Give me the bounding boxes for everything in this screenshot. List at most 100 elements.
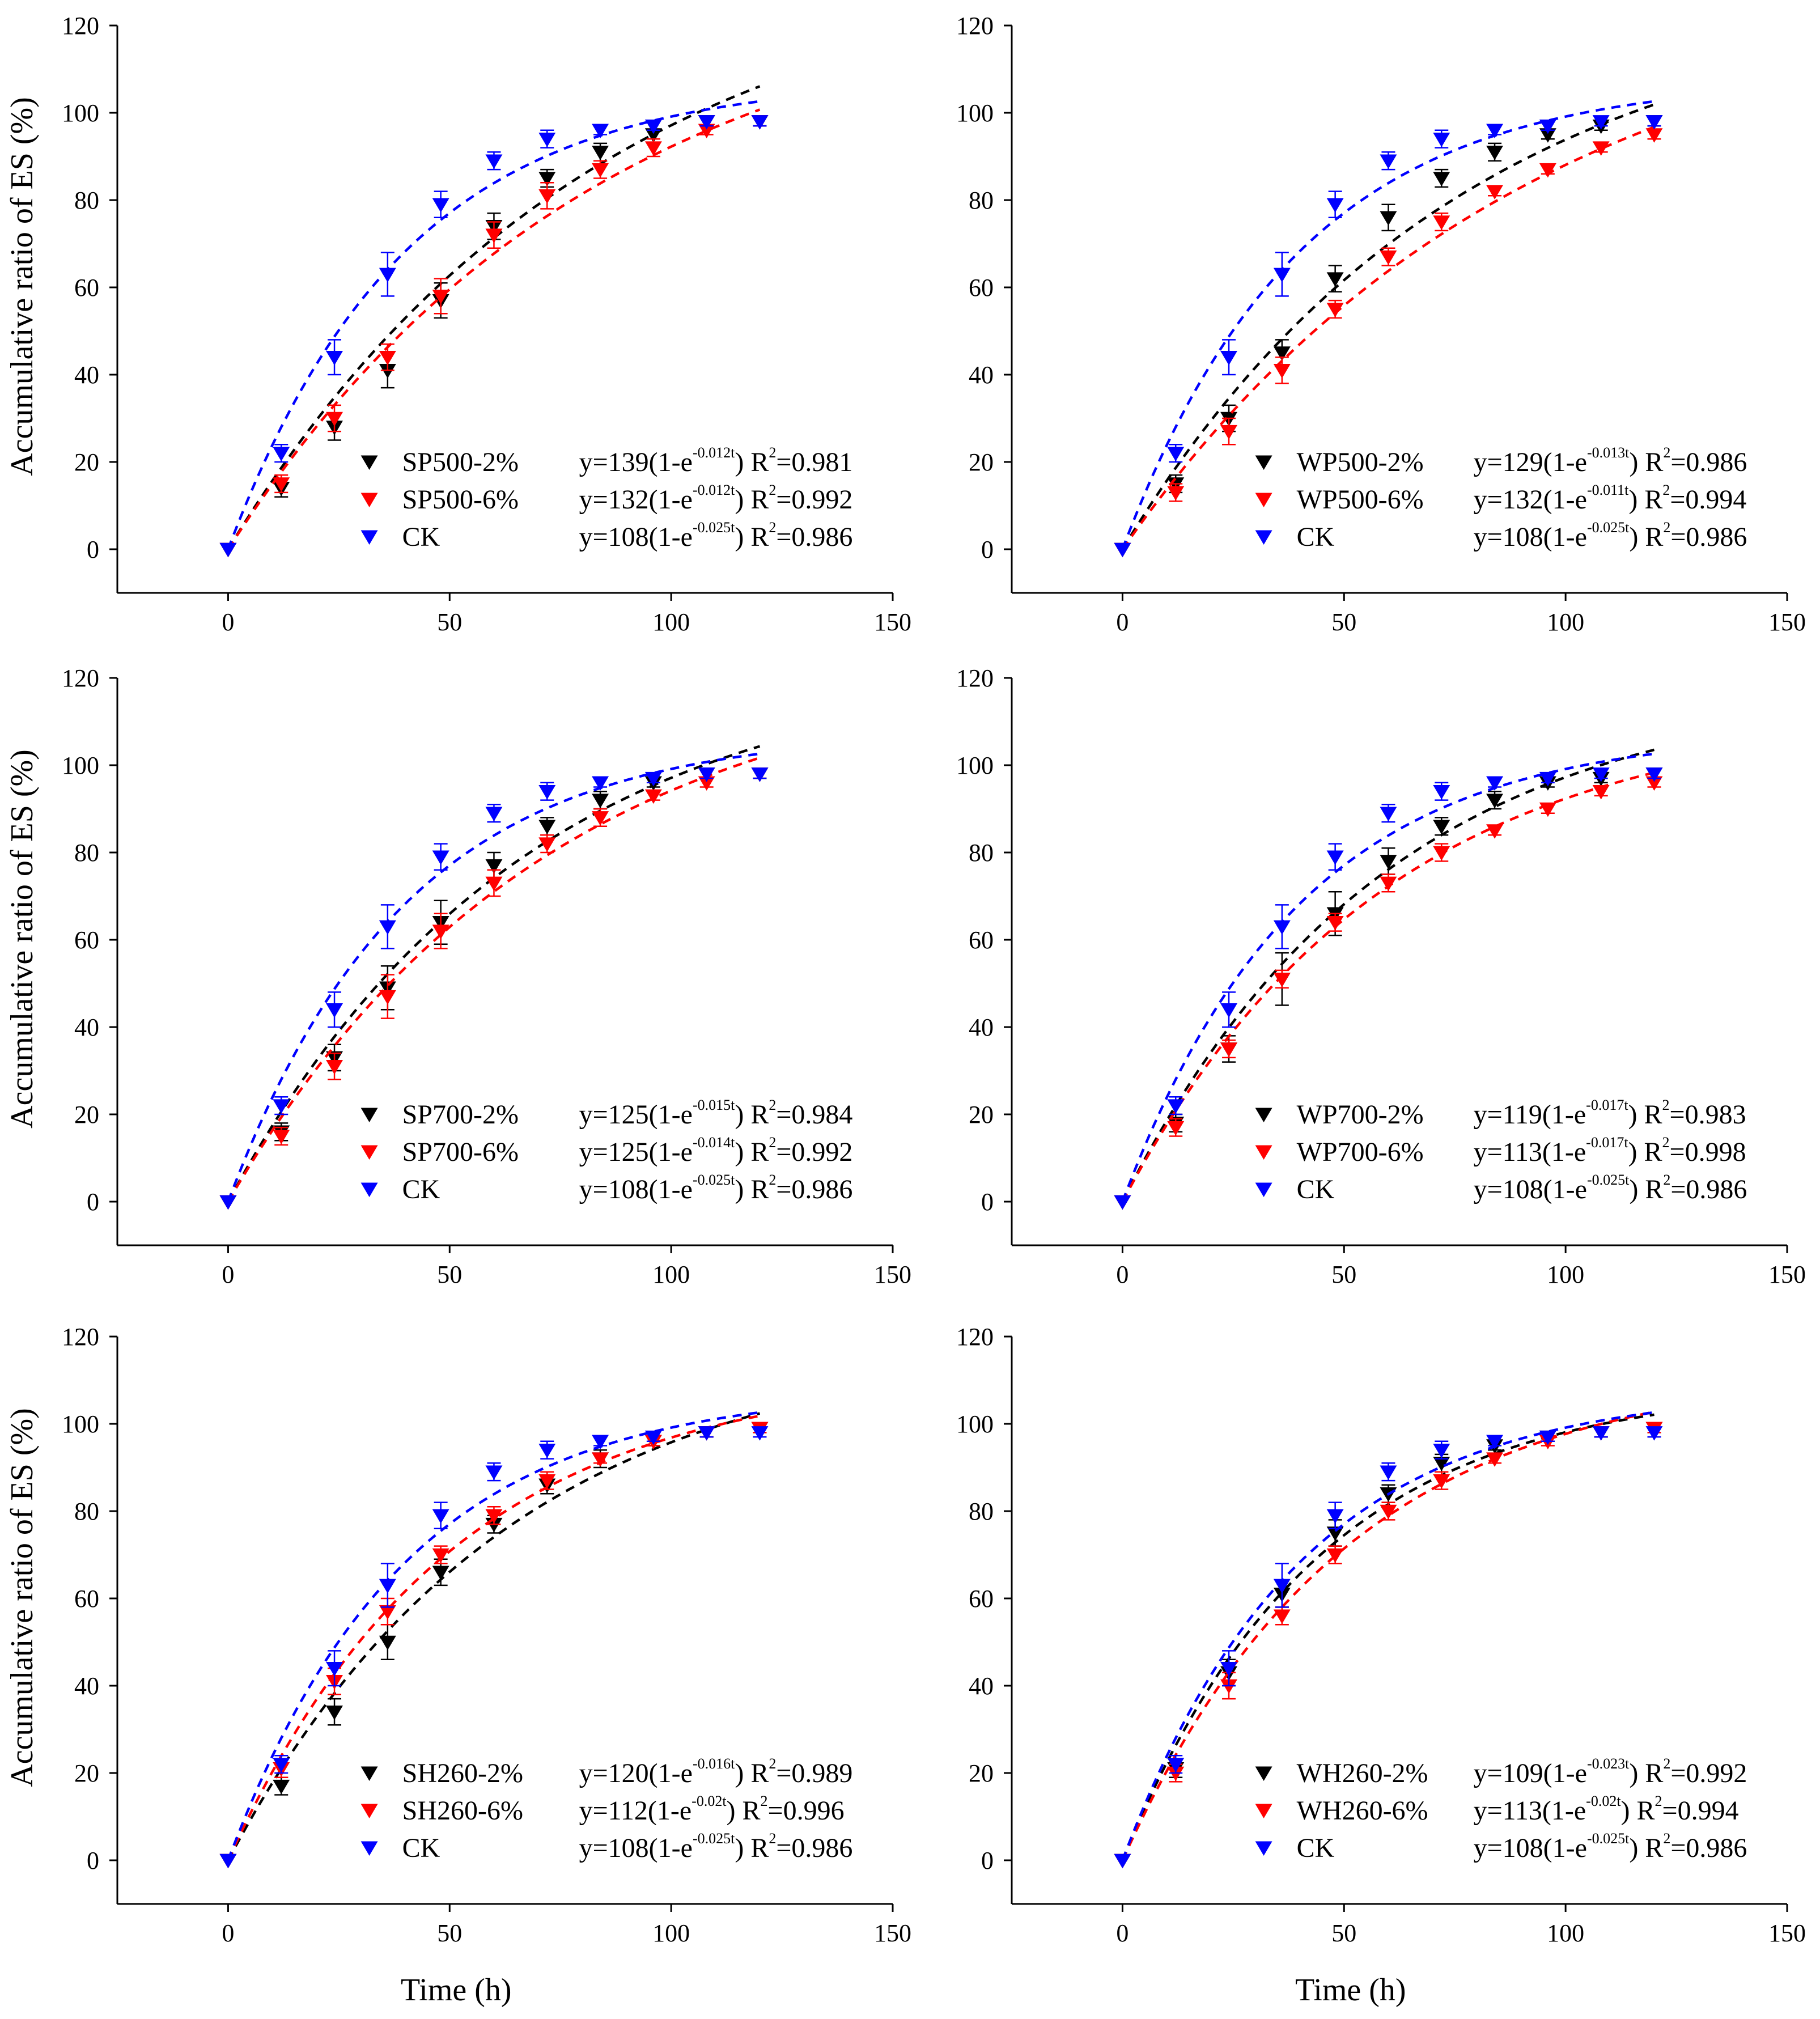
- data-point: [1486, 146, 1504, 160]
- data-point: [1539, 771, 1556, 787]
- eq-r2-exponent: 2: [1663, 1830, 1670, 1847]
- y-tick-label: 80: [969, 1498, 994, 1525]
- data-point: [1486, 776, 1504, 791]
- data-point: [432, 1566, 449, 1581]
- data-point: [1486, 124, 1504, 139]
- y-tick-label: 60: [74, 274, 99, 302]
- y-tick-label: 40: [74, 361, 99, 389]
- fit-curve: [227, 100, 760, 550]
- series-CK: [219, 100, 769, 558]
- data-point: [1167, 1121, 1185, 1136]
- data-point: [1220, 350, 1238, 366]
- chart-panel-bottom-left: 0 20 40 60 80 100 120 0 50 100 150 Accumulative rat…: [5, 1323, 911, 2008]
- chart-panel-middle-right: 0 20 40 60 80 100 120 0 50 100 150 WP700-2% y=119(1-…: [956, 664, 1806, 1288]
- data-point: [1592, 767, 1610, 782]
- x-tick-label: 0: [1116, 1261, 1129, 1288]
- data-point: [1380, 154, 1397, 169]
- data-point: [273, 477, 290, 492]
- eq-prefix: y=112(1-e: [579, 1796, 692, 1826]
- data-point: [1645, 767, 1663, 782]
- data-point: [1326, 198, 1344, 213]
- legend-marker: [360, 1766, 378, 1782]
- fit-curve: [1121, 1413, 1654, 1861]
- y-tick-label: 20: [74, 1759, 99, 1787]
- data-point: [592, 124, 609, 139]
- eq-r2-value: =0.984: [776, 1100, 852, 1130]
- data-point: [326, 1003, 343, 1018]
- data-point: [1220, 1003, 1238, 1018]
- data-point: [1592, 141, 1610, 156]
- y-tick-label: 20: [969, 448, 994, 476]
- x-tick-label: 0: [222, 1919, 234, 1947]
- eq-r2-exponent: 2: [1662, 482, 1670, 498]
- data-point: [326, 1705, 343, 1720]
- y-tick-label: 100: [956, 1410, 994, 1438]
- chart-panel-bottom-right: 0 20 40 60 80 100 120 0 50 100 150 Time (h) WH260-2%…: [956, 1323, 1806, 2008]
- y-tick-label: 80: [969, 839, 994, 867]
- data-point: [538, 784, 556, 800]
- data-point: [219, 542, 237, 558]
- chart-panel-top-right: 0 20 40 60 80 100 120 0 50 100 150 WP500-2% y=129(1-…: [956, 12, 1806, 636]
- y-tick-label: 80: [74, 186, 99, 214]
- data-point: [1645, 1426, 1663, 1441]
- series-WP500-6%: [1114, 125, 1663, 558]
- data-point: [1645, 115, 1663, 130]
- series-CK: [219, 752, 769, 1210]
- data-point: [698, 776, 715, 791]
- eq-close: ) R: [1629, 447, 1663, 477]
- eq-r2-exponent: 2: [1655, 1793, 1662, 1809]
- x-tick-label: 100: [652, 1261, 690, 1288]
- fit-equation: y=119(1-e-0.017t) R2=0.983: [1474, 1097, 1746, 1130]
- y-tick-label: 20: [969, 1101, 994, 1129]
- fit-curve: [1121, 103, 1655, 550]
- legend-marker: [360, 493, 378, 508]
- y-tick-label: 40: [969, 1672, 994, 1700]
- y-tick-label: 100: [62, 99, 99, 127]
- data-point: [1539, 119, 1556, 134]
- data-point: [1220, 425, 1238, 440]
- data-point: [592, 146, 609, 160]
- legend-label: CK: [1297, 522, 1335, 552]
- series-CK: [1114, 100, 1663, 558]
- eq-r2-exponent: 2: [1663, 1172, 1670, 1188]
- eq-r2-value: =0.983: [1670, 1100, 1746, 1130]
- legend-item-CK: CK y=108(1-e-0.025t) R2=0.986: [1255, 1172, 1747, 1204]
- eq-close: ) R: [735, 447, 769, 477]
- eq-prefix: y=125(1-e: [579, 1137, 693, 1167]
- y-tick-label: 120: [62, 12, 99, 40]
- data-point: [1592, 115, 1610, 130]
- data-point: [751, 1426, 769, 1441]
- data-point: [698, 1426, 715, 1441]
- x-axis-title: Time (h): [1295, 1973, 1406, 2008]
- data-point: [1326, 272, 1344, 287]
- data-point: [1380, 1504, 1397, 1520]
- chart-panel-top-left: 0 20 40 60 80 100 120 0 50 100 150 Accumulative rat…: [5, 12, 911, 636]
- data-point: [485, 154, 503, 169]
- eq-exponent: -0.015t: [693, 1097, 735, 1113]
- eq-exponent: -0.025t: [693, 1830, 735, 1847]
- y-tick-label: 120: [956, 1323, 994, 1351]
- fit-curve: [227, 1412, 761, 1861]
- fit-curve: [1121, 752, 1654, 1202]
- data-point: [698, 115, 715, 130]
- data-point: [1273, 268, 1291, 283]
- data-point: [1592, 784, 1610, 800]
- legend-label: CK: [1297, 1833, 1335, 1863]
- legend-marker: [1255, 1804, 1272, 1819]
- data-point: [592, 776, 609, 791]
- eq-prefix: y=119(1-e: [1474, 1100, 1586, 1130]
- legend-item-WP700-2%: WP700-2% y=119(1-e-0.017t) R2=0.983: [1255, 1097, 1746, 1130]
- data-point: [1433, 132, 1450, 147]
- legend-label: CK: [402, 1174, 440, 1204]
- legend-label: CK: [1297, 1174, 1335, 1204]
- eq-r2-exponent: 2: [1663, 1755, 1670, 1772]
- data-point: [1114, 1195, 1131, 1210]
- eq-r2-value: =0.986: [1670, 447, 1747, 477]
- y-tick-label: 100: [956, 752, 994, 779]
- legend-item-SH260-2%: SH260-2% y=120(1-e-0.016t) R2=0.989: [360, 1755, 852, 1788]
- data-point: [1273, 973, 1291, 987]
- x-tick-label: 0: [1116, 1919, 1129, 1947]
- eq-r2-value: =0.986: [1670, 522, 1747, 552]
- x-tick-label: 0: [1116, 608, 1129, 636]
